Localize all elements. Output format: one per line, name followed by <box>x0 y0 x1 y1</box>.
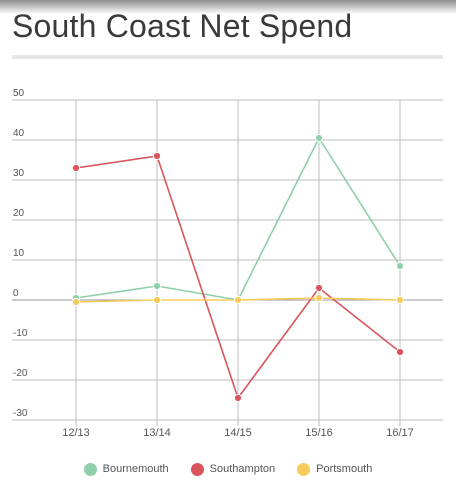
y-tick-label: 10 <box>13 248 25 259</box>
x-tick-label: 13/14 <box>143 427 171 439</box>
data-point <box>71 163 81 173</box>
data-point <box>71 297 81 307</box>
data-point <box>395 295 405 305</box>
top-shadow <box>0 0 456 14</box>
data-point <box>314 133 324 143</box>
legend-item[interactable]: Bournemouth <box>83 462 169 476</box>
x-tick-label: 15/16 <box>305 427 333 439</box>
data-point <box>152 151 162 161</box>
title-divider <box>12 55 443 59</box>
x-axis-ticks: 12/13 13/14 14/15 15/16 16/17 <box>62 427 414 439</box>
x-tick-label: 16/17 <box>386 427 414 439</box>
chart-legend: Bournemouth Southampton Portsmouth <box>0 458 456 480</box>
y-axis-ticks: 50 40 30 20 10 0 -10 -20 -30 <box>13 88 28 419</box>
legend-item[interactable]: Portsmouth <box>297 462 373 476</box>
x-tick-label: 12/13 <box>62 427 90 439</box>
y-tick-label: -20 <box>13 368 28 379</box>
series-points <box>71 133 405 403</box>
data-point <box>233 295 243 305</box>
gridlines <box>12 99 443 426</box>
legend-swatch <box>83 462 97 476</box>
y-tick-label: -30 <box>13 408 28 419</box>
y-tick-label: 0 <box>13 288 19 299</box>
y-tick-label: 20 <box>13 208 25 219</box>
y-tick-label: 30 <box>13 168 25 179</box>
data-point <box>395 261 405 271</box>
data-point <box>152 281 162 291</box>
legend-swatch <box>190 462 204 476</box>
legend-label: Southampton <box>209 463 276 475</box>
data-point <box>395 347 405 357</box>
y-tick-label: 40 <box>13 128 25 139</box>
data-point <box>233 393 243 403</box>
legend-swatch <box>297 462 311 476</box>
chart-title: South Coast Net Spend <box>12 8 353 44</box>
data-point <box>314 283 324 293</box>
data-point <box>152 295 162 305</box>
data-point <box>314 293 324 303</box>
y-tick-label: -10 <box>13 328 28 339</box>
legend-label: Bournemouth <box>102 463 169 475</box>
legend-item[interactable]: Southampton <box>190 462 276 476</box>
x-tick-label: 14/15 <box>224 427 252 439</box>
legend-label: Portsmouth <box>316 463 373 475</box>
y-tick-label: 50 <box>13 88 25 99</box>
